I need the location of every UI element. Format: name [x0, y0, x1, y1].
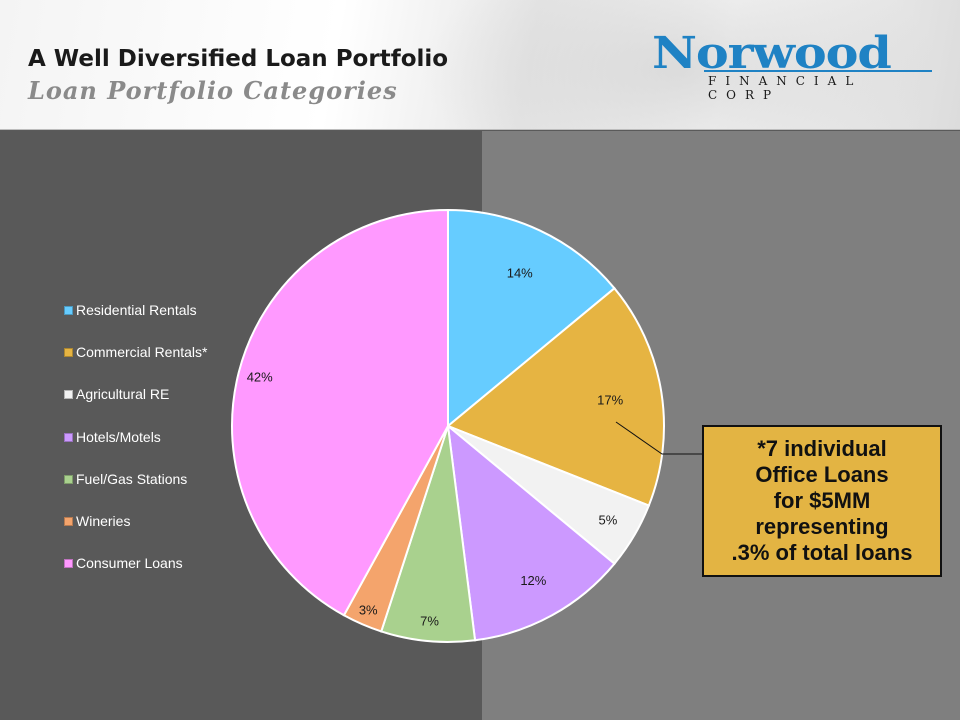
logo-rule: [704, 70, 932, 72]
legend-swatch: [64, 348, 73, 358]
legend-swatch: [64, 432, 73, 442]
pie-slice-hotels-motels: [446, 423, 616, 642]
legend-swatch: [64, 306, 73, 315]
legend-item: Consumer Loans: [64, 555, 207, 597]
legend-label: Wineries: [76, 512, 131, 529]
legend-item: Hotels/Motels: [64, 429, 207, 471]
legend-item: Fuel/Gas Stations: [64, 471, 207, 513]
legend-swatch: [64, 559, 73, 569]
pie-slice-consumer-loans: [231, 208, 449, 617]
logo-tagline: FINANCIAL CORP: [708, 74, 863, 102]
legend-item: Wineries: [64, 513, 207, 555]
legend-swatch: [64, 390, 73, 400]
legend-item: Residential Rentals: [64, 302, 207, 344]
legend-swatch: [64, 516, 73, 526]
legend-label: Consumer Loans: [76, 555, 183, 572]
legend-swatch: [64, 474, 73, 484]
legend-label: Agricultural RE: [76, 386, 170, 403]
data-label-fuel-gas-stations: 7%: [420, 614, 439, 629]
legend-label: Residential Rentals: [76, 302, 197, 318]
header-swoosh: [420, 0, 940, 129]
callout-box: *7 individual Office Loans for $5MM repr…: [702, 425, 942, 577]
legend-item: Commercial Rentals*: [64, 344, 207, 386]
data-label-agricultural-re: 5%: [598, 513, 617, 528]
slide-title: A Well Diversified Loan Portfolio: [28, 46, 449, 72]
data-label-commercial-rentals: 17%: [597, 392, 623, 407]
slide-subtitle: Loan Portfolio Categories: [28, 76, 398, 105]
chart-legend: Residential Rentals Commercial Rentals* Ag…: [64, 302, 207, 597]
data-label-residential-rentals: 14%: [507, 266, 533, 281]
pie-slice-residential-rentals: [447, 208, 616, 429]
data-label-hotels-motels: 12%: [520, 573, 546, 588]
pie-slice-commercial-rentals: [446, 286, 665, 507]
data-label-wineries: 3%: [359, 602, 378, 617]
header-banner: A Well Diversified Loan Portfolio Loan P…: [0, 0, 960, 130]
data-label-consumer-loans: 42%: [247, 370, 273, 385]
legend-label: Commercial Rentals*: [76, 344, 208, 361]
callout-leader-line: [615, 421, 702, 455]
legend-item: Agricultural RE: [64, 386, 207, 428]
legend-label: Fuel/Gas Stations: [76, 470, 188, 487]
legend-label: Hotels/Motels: [76, 428, 161, 445]
norwood-logo: Norwood FINANCIAL CORP: [652, 30, 934, 102]
logo-wordmark: Norwood: [652, 28, 892, 79]
